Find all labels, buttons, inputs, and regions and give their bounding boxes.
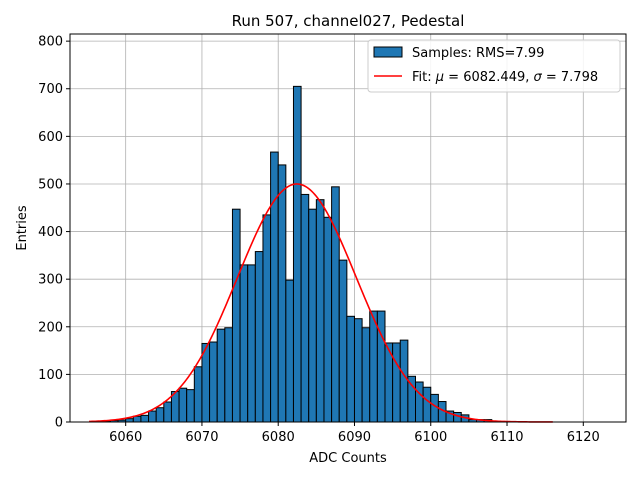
x-axis-ticks: 6060 6070 6080 6090 6100 6110 6120 (109, 422, 600, 445)
histogram-bar (247, 264, 256, 423)
histogram-bar (231, 208, 241, 423)
x-tick-label: 6090 (338, 430, 371, 445)
histogram-bar (300, 193, 310, 423)
histogram-bars (94, 85, 508, 423)
histogram-bar (132, 415, 142, 423)
legend-sigma-text: = 7.798 (542, 70, 598, 85)
histogram-bar (254, 251, 264, 423)
y-tick-label: 200 (38, 320, 63, 335)
histogram-bar (315, 199, 325, 423)
y-axis-label: Entries (15, 205, 30, 251)
histogram-bar (399, 339, 409, 423)
histogram-bar (353, 318, 363, 423)
legend-sigma-symbol: σ (534, 70, 543, 85)
legend-fit-prefix: Fit: (412, 70, 436, 85)
histogram-bar (277, 164, 287, 423)
plot-frame (69, 33, 627, 423)
histogram-bar (163, 401, 172, 423)
y-tick-label: 0 (55, 416, 63, 431)
histogram-bar (338, 259, 348, 423)
y-tick-label: 800 (38, 35, 63, 50)
legend-box (367, 39, 621, 93)
histogram-bar (178, 387, 188, 423)
y-tick-label: 500 (38, 177, 63, 192)
fit-curve (89, 183, 553, 423)
legend-mu-text: = 6082.449, (444, 70, 533, 85)
histogram-bar (414, 381, 424, 423)
histogram-bar (155, 407, 165, 423)
legend: Samples: RMS=7.99 Fit: μ = 6082.449, σ =… (367, 39, 621, 93)
histogram-bar (201, 342, 211, 423)
histogram-bar (239, 264, 249, 423)
legend-mu-symbol: μ (435, 70, 444, 85)
x-tick-label: 6100 (414, 430, 447, 445)
histogram-bar (148, 410, 157, 423)
legend-fit-label: Fit: μ = 6082.449, σ = 7.798 (412, 70, 598, 85)
y-tick-label: 400 (38, 225, 63, 240)
histogram-bar (262, 214, 272, 423)
legend-samples-label: Samples: RMS=7.99 (412, 46, 544, 61)
histogram-bar (422, 386, 432, 423)
histogram-bar (292, 85, 302, 423)
y-tick-label: 100 (38, 368, 63, 383)
histogram-bar (346, 315, 355, 423)
y-tick-label: 700 (38, 82, 63, 97)
y-axis-ticks: 0 100 200 300 400 500 600 700 800 (38, 35, 70, 431)
histogram-bar (140, 414, 150, 423)
histogram-bar (216, 328, 226, 423)
chart-title: Run 507, channel027, Pedestal (232, 12, 465, 30)
x-axis-label: ADC Counts (309, 451, 387, 466)
y-tick-label: 600 (38, 130, 63, 145)
x-tick-label: 6110 (490, 430, 523, 445)
x-tick-label: 6070 (185, 430, 218, 445)
x-tick-label: 6080 (262, 430, 295, 445)
histogram-bar (323, 216, 333, 423)
legend-samples-swatch (373, 46, 403, 58)
x-tick-label: 6060 (109, 430, 142, 445)
y-tick-label: 300 (38, 273, 63, 288)
histogram-bar (369, 310, 378, 423)
histogram-bar (361, 327, 371, 423)
histogram-bar (270, 151, 279, 423)
histogram-bar (209, 341, 218, 423)
histogram-bar (186, 389, 195, 423)
histogram-bar (392, 342, 401, 423)
histogram-bar (285, 279, 294, 423)
histogram-bar (407, 375, 416, 423)
histogram-bar (224, 327, 233, 423)
x-tick-label: 6120 (567, 430, 600, 445)
histogram-bar (308, 208, 317, 423)
histogram-bar (193, 366, 203, 423)
